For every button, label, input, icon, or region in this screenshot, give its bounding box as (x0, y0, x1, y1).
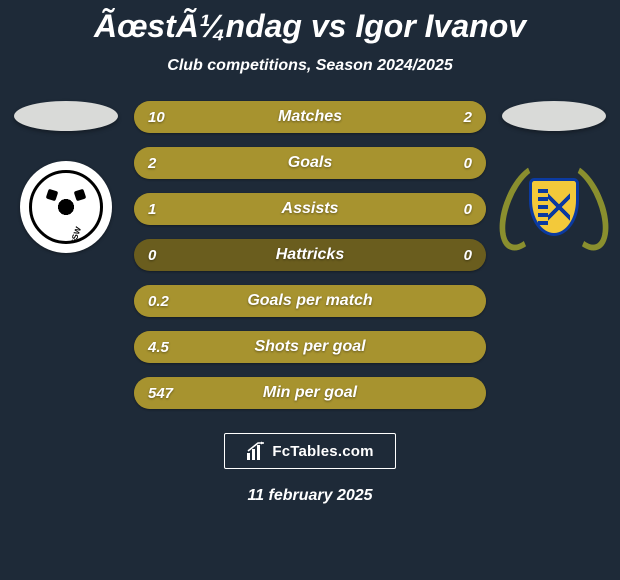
stat-row: 10 2 Matches (134, 101, 486, 133)
stat-row: 0.2 Goals per match (134, 285, 486, 317)
stat-value-left: 10 (134, 101, 179, 133)
stat-value-left: 2 (134, 147, 170, 179)
left-badge-ring-text: WSG SWAROVSKI WATTENS (32, 173, 100, 241)
left-flag-ellipse (14, 101, 118, 131)
stat-row: 4.5 Shots per goal (134, 331, 486, 363)
stat-value-right: 2 (450, 101, 486, 133)
stat-label: Min per goal (263, 384, 357, 402)
left-club-badge: WSG SWAROVSKI WATTENS (20, 161, 112, 253)
attribution-box: FcTables.com (224, 433, 396, 469)
generated-date: 11 february 2025 (0, 487, 620, 505)
stat-label: Hattricks (276, 246, 344, 264)
stat-value-right: 0 (450, 193, 486, 225)
stat-row: 1 0 Assists (134, 193, 486, 225)
page-title: ÃœstÃ¼ndag vs Igor Ivanov (0, 0, 620, 45)
chart-icon (246, 441, 266, 461)
stat-row: 2 0 Goals (134, 147, 486, 179)
stat-value-right (458, 285, 486, 317)
stat-value-left: 0 (134, 239, 170, 271)
comparison-content: WSG SWAROVSKI WATTENS 102Matches20Goals1… (0, 101, 620, 423)
stat-value-left: 547 (134, 377, 187, 409)
stat-row: 0 0 Hattricks (134, 239, 486, 271)
stat-value-right: 0 (450, 239, 486, 271)
stat-label: Goals (288, 154, 332, 172)
stat-value-left: 0.2 (134, 285, 183, 317)
stat-label: Shots per goal (254, 338, 365, 356)
stat-value-right: 0 (450, 147, 486, 179)
page-subtitle: Club competitions, Season 2024/2025 (0, 57, 620, 75)
stat-label: Assists (282, 200, 339, 218)
right-flag-ellipse (502, 101, 606, 131)
stat-label: Matches (278, 108, 342, 126)
stat-value-left: 4.5 (134, 331, 183, 363)
right-club-badge (508, 161, 600, 253)
stat-value-right (458, 331, 486, 363)
stat-row: 547 Min per goal (134, 377, 486, 409)
stat-value-right (458, 377, 486, 409)
right-player-column (494, 101, 614, 253)
stats-bars: 102Matches20Goals10Assists00Hattricks0.2… (126, 101, 494, 423)
stat-label: Goals per match (247, 292, 372, 310)
left-player-column: WSG SWAROVSKI WATTENS (6, 101, 126, 253)
stat-value-left: 1 (134, 193, 170, 225)
attribution-text: FcTables.com (272, 443, 373, 460)
